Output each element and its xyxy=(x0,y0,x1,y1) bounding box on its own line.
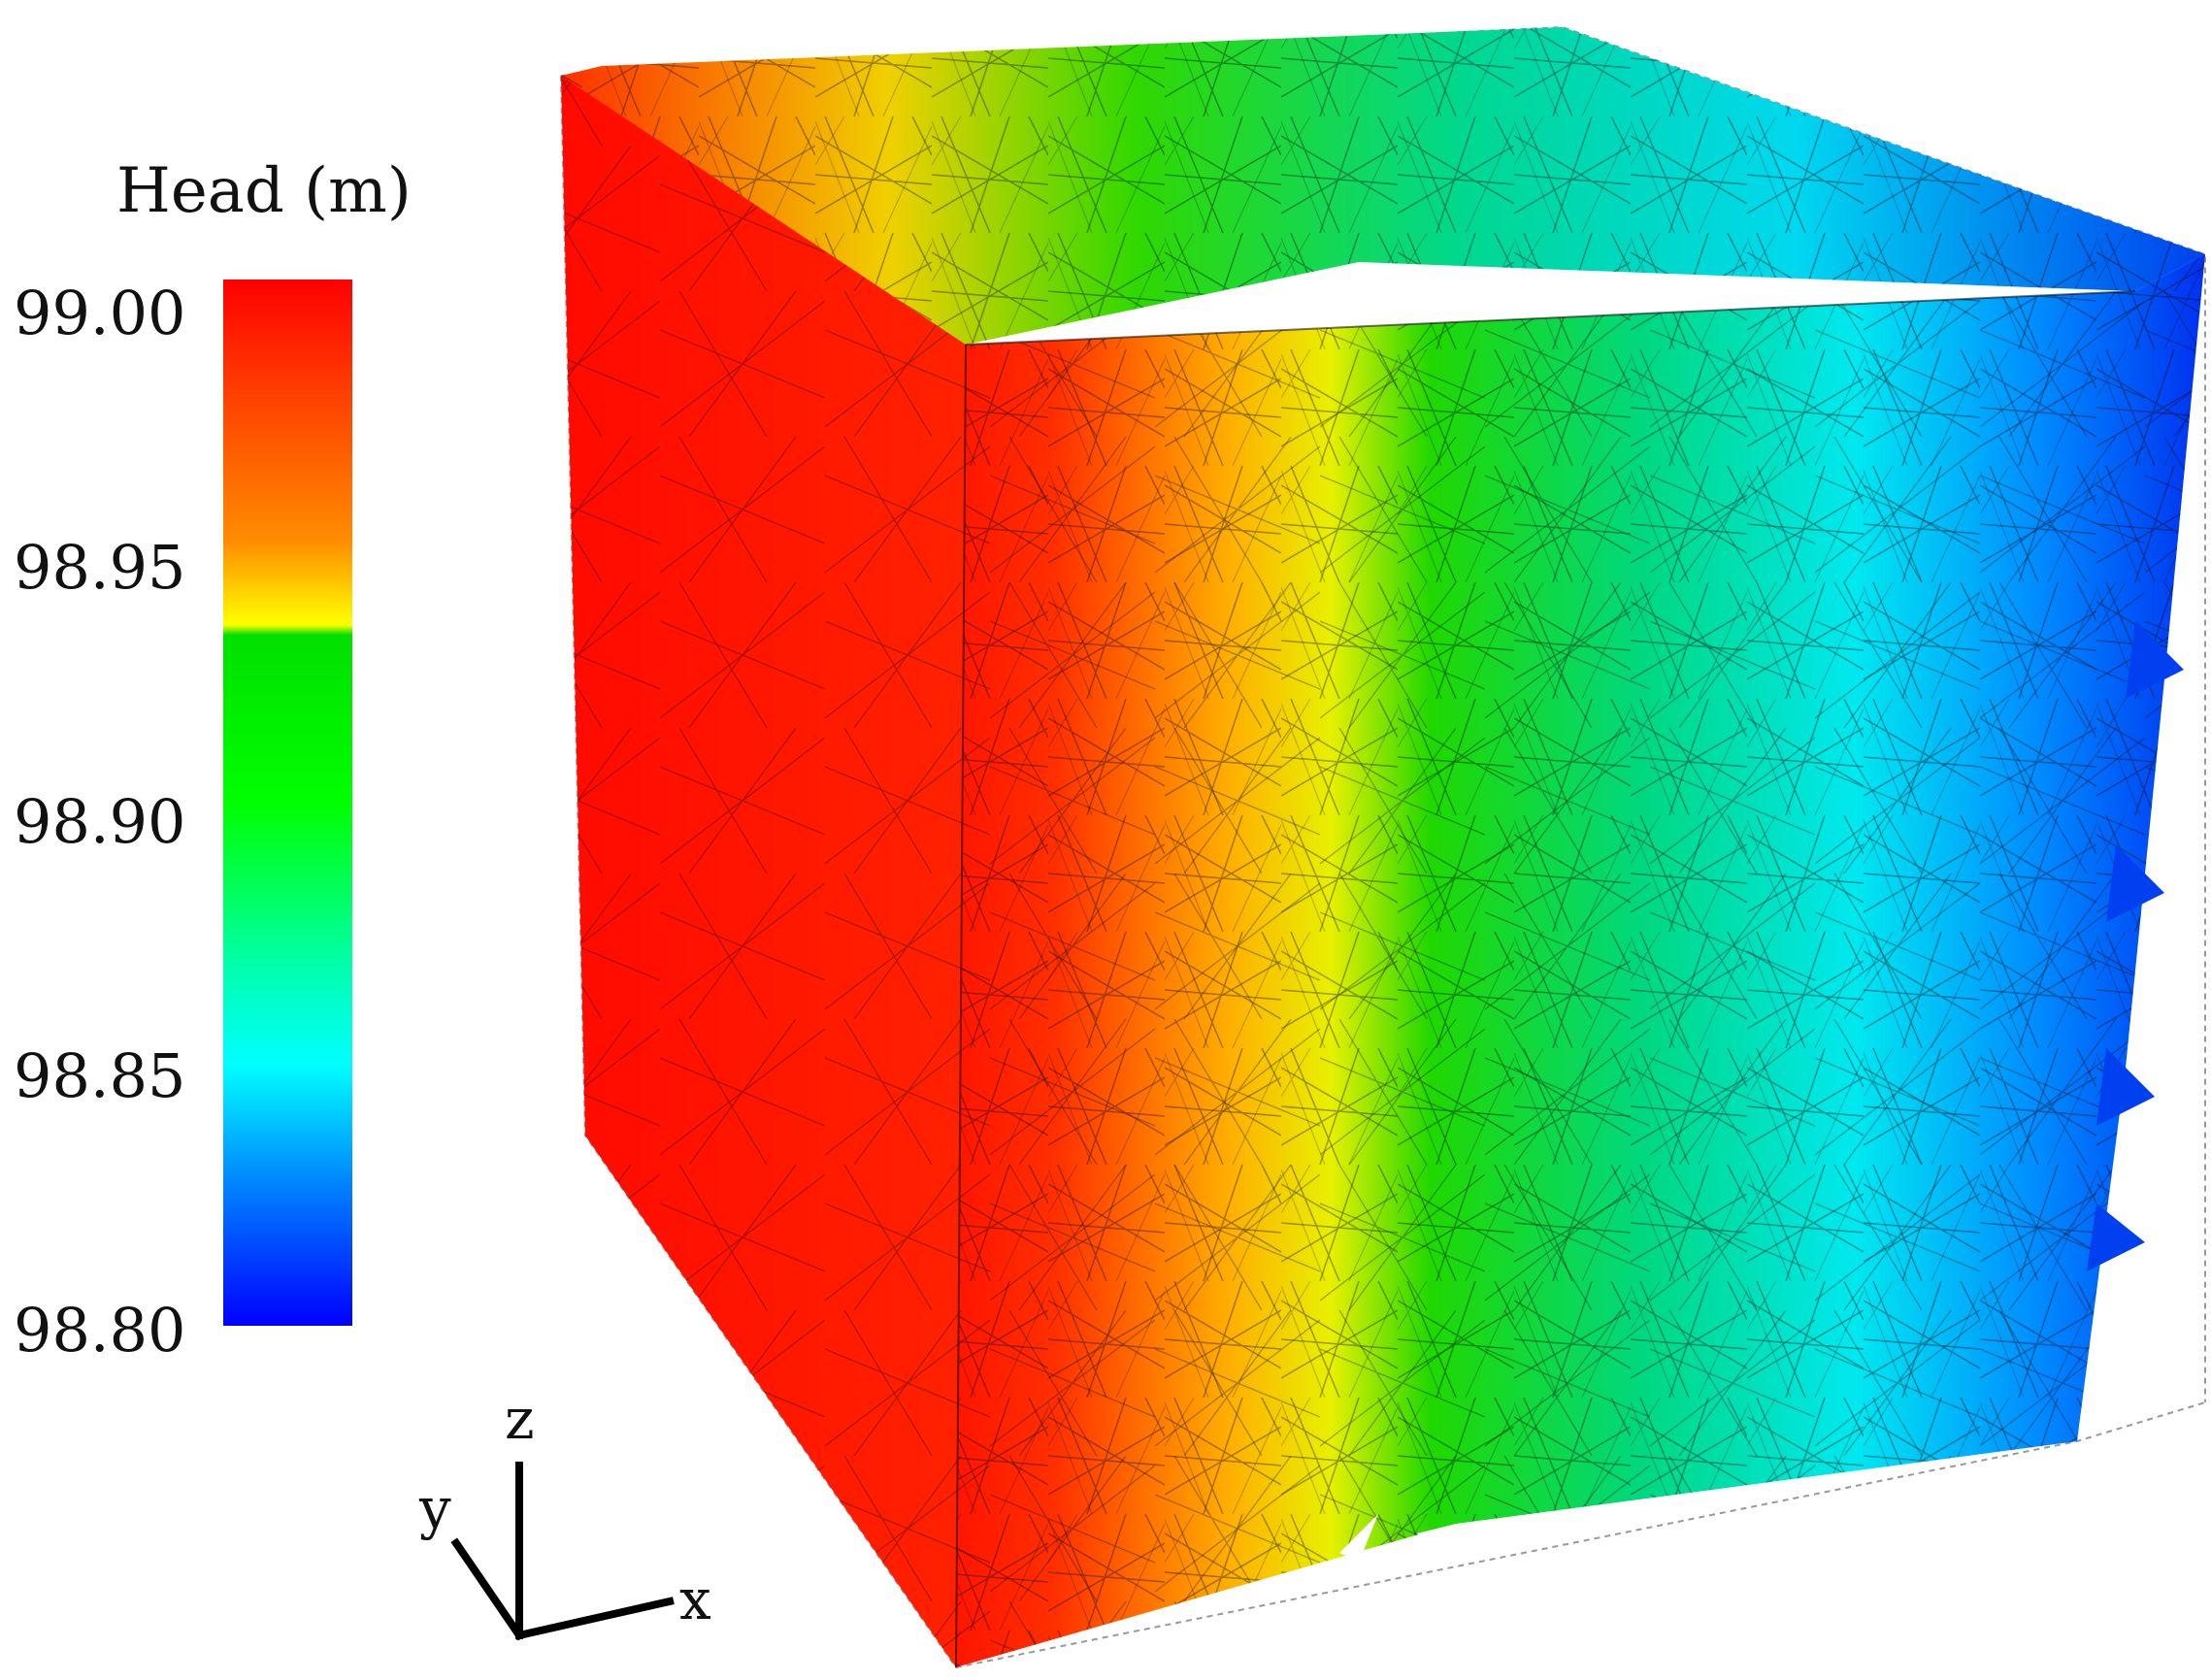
axis-label-x: x xyxy=(679,1566,711,1632)
front-face xyxy=(956,254,2205,1667)
top-face xyxy=(561,27,2205,349)
axis-triad xyxy=(450,1462,675,1641)
colorbar-tick-label: 99.00 xyxy=(14,278,186,348)
colorbar-title: Head (m) xyxy=(116,155,412,227)
colorbar xyxy=(223,280,352,1326)
axis-label-z: z xyxy=(505,1386,535,1452)
axis-label-y: y xyxy=(419,1475,451,1541)
colorbar-tick-label: 98.80 xyxy=(14,1295,186,1366)
fracture-tips xyxy=(2087,621,2184,1271)
cube-edges xyxy=(955,290,2136,1668)
colorbar-tick-label: 98.90 xyxy=(14,786,186,857)
bottom-gaps xyxy=(1339,1514,1456,1563)
left-face xyxy=(561,76,966,1667)
colorbar-tick-label: 98.85 xyxy=(14,1040,186,1111)
colorbar-tick-label: 98.95 xyxy=(14,532,186,603)
